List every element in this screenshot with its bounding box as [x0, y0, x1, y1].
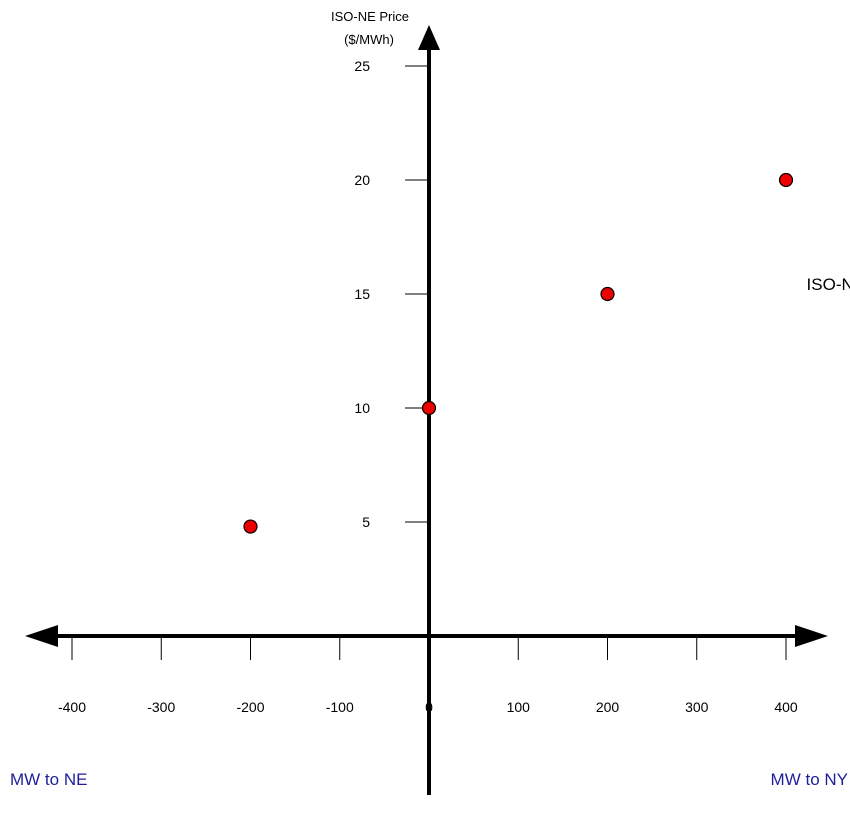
y-axis-ticks: 5 10 15 20 25	[354, 58, 429, 530]
x-tick-label: -300	[147, 699, 175, 715]
x-tick-label: -100	[326, 699, 354, 715]
x-axis-left-arrowhead	[25, 625, 58, 647]
y-tick-label: 10	[354, 400, 370, 416]
x-tick-label: -200	[236, 699, 264, 715]
direction-label-right: MW to NY	[771, 770, 848, 789]
direction-label-left: MW to NE	[10, 770, 87, 789]
annotations: ISO-NE	[807, 275, 850, 294]
x-tick-label: 300	[685, 699, 709, 715]
data-point	[243, 519, 258, 534]
x-tick-label: 200	[596, 699, 620, 715]
y-tick-label: 20	[354, 172, 370, 188]
y-axis-top-arrowhead	[418, 25, 440, 50]
data-points	[243, 172, 794, 534]
x-tick-label: -400	[58, 699, 86, 715]
x-axis-right-arrowhead	[795, 625, 828, 647]
y-axis-title-line1: ISO-NE Price	[331, 9, 409, 24]
y-tick-label: 15	[354, 286, 370, 302]
data-point	[421, 400, 437, 416]
x-axis-ticks: -400-300-200-1000100200300400	[58, 636, 798, 715]
y-axis-title-line2: ($/MWh)	[344, 32, 394, 47]
y-tick-label: 25	[354, 58, 370, 74]
x-tick-label: 100	[507, 699, 531, 715]
data-point	[778, 172, 794, 188]
y-tick-label: 5	[362, 514, 370, 530]
annotation-label: ISO-NE	[807, 275, 850, 294]
data-point	[600, 286, 615, 302]
x-tick-label: 400	[774, 699, 798, 715]
